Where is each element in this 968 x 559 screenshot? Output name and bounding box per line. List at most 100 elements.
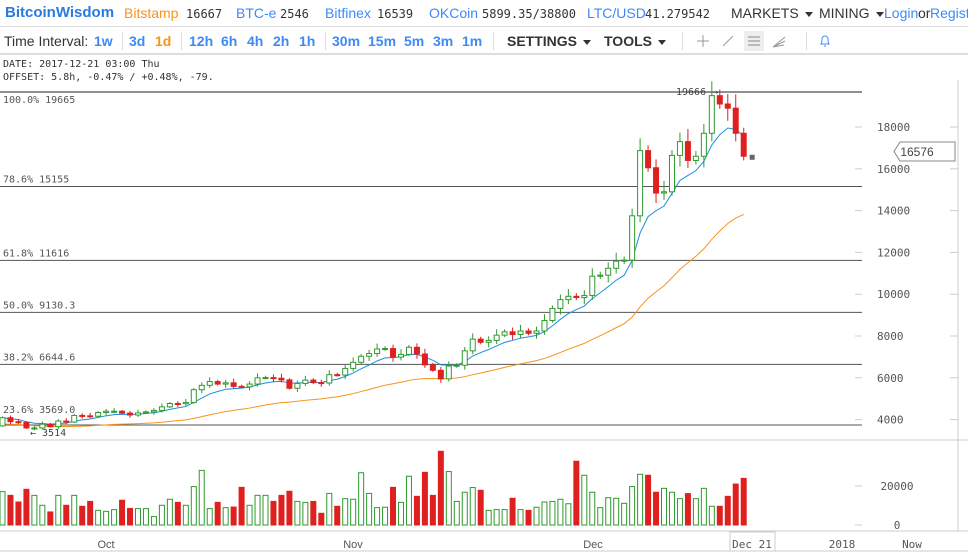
fib-label: 50.0% 9130.3	[3, 300, 75, 311]
candle-body	[740, 132, 747, 157]
volume-bar	[605, 497, 612, 526]
x-tick-label: 2018	[829, 538, 856, 551]
fib-label: 38.2% 6644.6	[3, 352, 75, 363]
interval-15m[interactable]: 15m	[368, 33, 397, 49]
volume-bar	[469, 487, 476, 526]
volume-bar	[302, 501, 309, 526]
volume-bar	[310, 500, 317, 526]
volume-bar	[421, 471, 428, 526]
divider	[325, 32, 326, 50]
volume-bar	[724, 495, 731, 526]
volume-bar	[270, 500, 277, 526]
register-link[interactable]: Regist	[930, 5, 968, 21]
candle-body	[437, 369, 444, 380]
market-okcoin[interactable]: OKCoin	[429, 5, 479, 21]
volume-bar	[509, 497, 516, 526]
interval-4h[interactable]: 4h	[247, 33, 264, 49]
candle-body	[206, 381, 213, 386]
divider	[806, 32, 807, 50]
interval-3d[interactable]: 3d	[129, 33, 146, 49]
volume-bar	[294, 500, 301, 526]
candle-body	[119, 410, 126, 414]
markets-menu[interactable]: MARKETS	[731, 5, 813, 21]
volume-bar	[477, 489, 484, 526]
candle-body	[453, 364, 460, 367]
volume-bar	[668, 491, 675, 526]
price-okcoin: 5899.35/38800	[482, 7, 576, 21]
current-candle	[749, 154, 755, 160]
volume-bar	[198, 469, 205, 526]
current-price-tag	[893, 141, 956, 162]
volume-bar	[541, 501, 548, 526]
bell-icon[interactable]	[815, 31, 835, 51]
market-bitstamp[interactable]: Bitstamp	[124, 5, 179, 21]
volume-bar	[31, 494, 38, 526]
tools-menu[interactable]: TOOLS	[604, 33, 666, 49]
divider	[122, 32, 123, 50]
market-bitfinex[interactable]: Bitfinex	[325, 5, 371, 21]
mining-label: MINING	[819, 5, 870, 21]
logo[interactable]: BitcoinWisdom	[5, 4, 115, 21]
market-btce[interactable]: BTC-e	[236, 5, 277, 21]
volume-bar	[262, 494, 269, 526]
candle-body	[198, 384, 205, 391]
crosshair-icon[interactable]	[693, 31, 713, 51]
candle-body	[637, 150, 644, 217]
volume-bar	[158, 504, 165, 526]
fib-label: 78.6% 15155	[3, 174, 69, 185]
fib-label: 100.0% 19665	[3, 95, 75, 106]
candle-body	[134, 412, 141, 416]
crosshair-info: DATE: 2017-12-21 03:00 Thu OFFSET: 5.8h,…	[3, 58, 214, 84]
volume-bar	[342, 498, 349, 526]
volume-bar	[0, 491, 6, 526]
volume-bar	[637, 473, 644, 526]
candle-body	[645, 150, 652, 169]
ma-long-line	[2, 214, 744, 428]
volume-bar	[366, 492, 373, 526]
volume-bar	[182, 504, 189, 526]
candle-body	[565, 295, 572, 301]
candle-body	[525, 330, 532, 334]
interval-30m[interactable]: 30m	[332, 33, 361, 49]
volume-bar	[286, 490, 293, 526]
candle-body	[517, 330, 524, 336]
x-tick-label: Nov	[343, 539, 363, 551]
settings-menu[interactable]: SETTINGS	[507, 33, 592, 49]
fan-icon[interactable]	[769, 31, 789, 51]
line-icon[interactable]	[718, 31, 738, 51]
fib-label: 61.8% 11616	[3, 248, 69, 259]
volume-bar	[238, 486, 245, 526]
low-marker: ← 3514	[30, 428, 66, 439]
login-link[interactable]: Login	[884, 5, 919, 21]
volume-bar	[134, 508, 141, 526]
candle-body	[366, 353, 373, 357]
divider	[493, 32, 494, 50]
volume-bar	[740, 477, 747, 526]
interval-12h[interactable]: 12h	[189, 33, 214, 49]
mining-menu[interactable]: MINING	[819, 5, 884, 21]
volume-bar	[119, 499, 126, 526]
market-ltcusd[interactable]: LTC/USD	[587, 5, 646, 21]
candle-body	[182, 401, 189, 405]
interval-2h[interactable]: 2h	[273, 33, 290, 49]
interval-1w[interactable]: 1w	[94, 33, 113, 49]
candle-body	[541, 320, 548, 332]
candle-body	[597, 274, 604, 277]
interval-1h[interactable]: 1h	[299, 33, 316, 49]
interval-6h[interactable]: 6h	[221, 33, 238, 49]
interval-3m[interactable]: 3m	[433, 33, 454, 49]
volume-bar	[692, 498, 699, 526]
volume-bar	[437, 450, 444, 526]
horizontal-lines-icon[interactable]	[744, 31, 764, 51]
volume-bar	[589, 491, 596, 526]
interval-1m[interactable]: 1m	[462, 33, 483, 49]
candle-body	[413, 346, 420, 355]
x-tick-label: Now	[902, 538, 922, 551]
candle-body	[230, 382, 237, 387]
volume-bar	[597, 507, 604, 526]
interval-5m[interactable]: 5m	[404, 33, 425, 49]
interval-1d[interactable]: 1d	[155, 33, 172, 49]
divider	[682, 32, 683, 50]
candle-body	[310, 379, 317, 384]
